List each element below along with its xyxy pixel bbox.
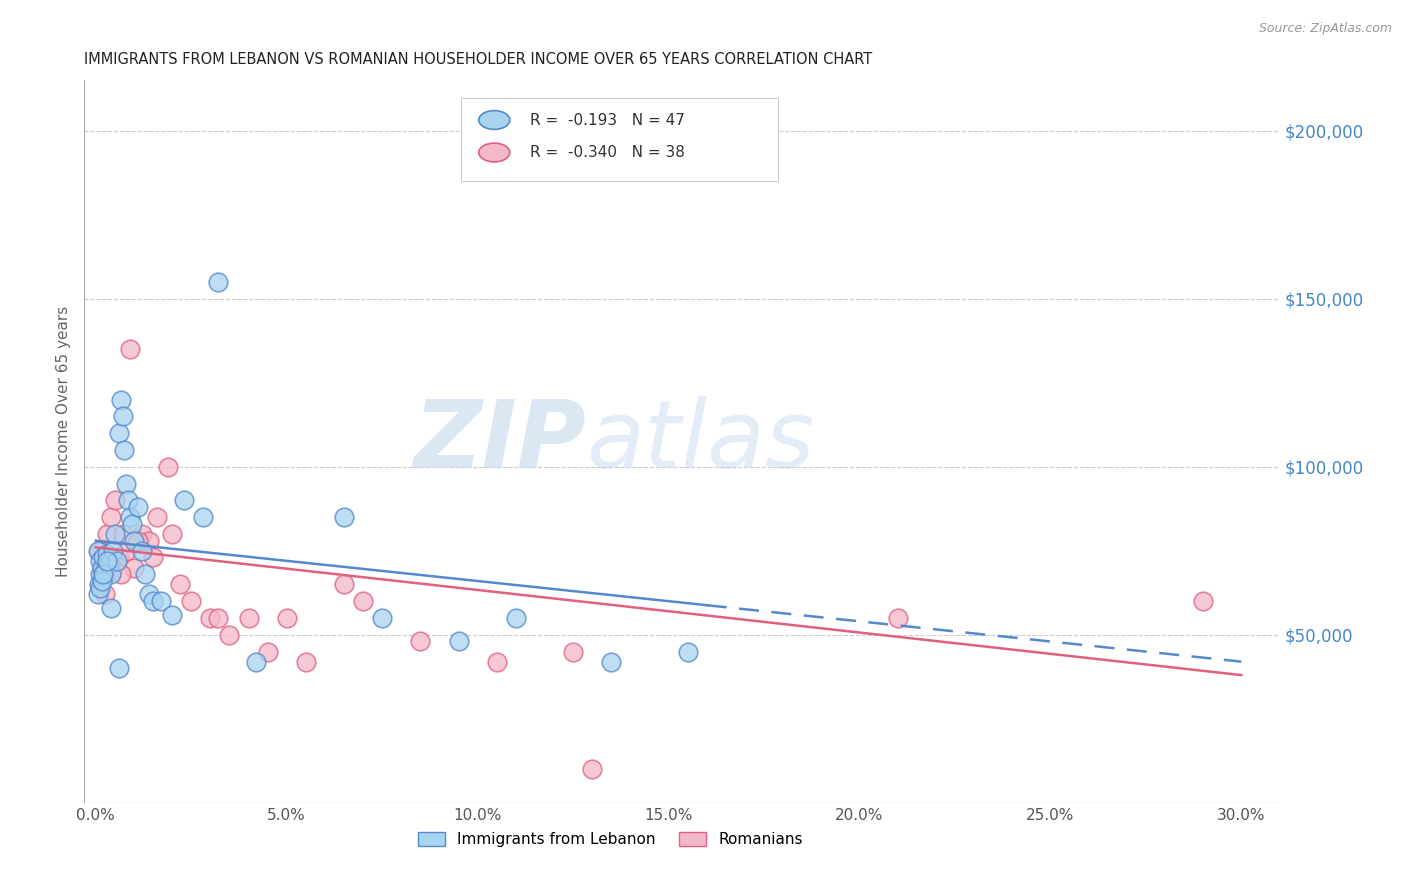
- Point: [107, 550, 129, 565]
- Point: [562, 644, 585, 658]
- Point: [142, 550, 165, 565]
- Point: [90, 567, 112, 582]
- Point: [121, 516, 143, 531]
- Point: [245, 655, 267, 669]
- Point: [676, 644, 699, 658]
- Point: [91, 571, 114, 585]
- Point: [94, 587, 117, 601]
- Point: [89, 554, 111, 568]
- Point: [94, 564, 117, 578]
- Point: [115, 476, 138, 491]
- Point: [122, 560, 145, 574]
- Point: [115, 543, 138, 558]
- Point: [142, 594, 165, 608]
- Point: [93, 554, 115, 568]
- Point: [886, 611, 908, 625]
- Point: [87, 577, 110, 591]
- Point: [87, 543, 110, 558]
- Point: [169, 577, 191, 591]
- Point: [87, 587, 110, 601]
- Point: [120, 342, 142, 356]
- Point: [409, 634, 432, 648]
- Point: [207, 275, 229, 289]
- Point: [98, 558, 121, 572]
- Point: [117, 493, 139, 508]
- Point: [96, 547, 118, 561]
- Text: atlas: atlas: [586, 396, 814, 487]
- Point: [131, 543, 153, 558]
- Point: [371, 611, 394, 625]
- Point: [333, 510, 356, 524]
- Point: [333, 577, 356, 591]
- Point: [160, 527, 183, 541]
- Point: [146, 510, 169, 524]
- Point: [295, 655, 318, 669]
- Point: [104, 527, 127, 541]
- Point: [131, 527, 153, 541]
- Point: [101, 560, 124, 574]
- Point: [93, 550, 115, 565]
- Point: [101, 543, 124, 558]
- Point: [111, 409, 134, 424]
- Point: [120, 510, 142, 524]
- Text: IMMIGRANTS FROM LEBANON VS ROMANIAN HOUSEHOLDER INCOME OVER 65 YEARS CORRELATION: IMMIGRANTS FROM LEBANON VS ROMANIAN HOUS…: [84, 52, 873, 67]
- Point: [276, 611, 298, 625]
- Circle shape: [479, 111, 510, 129]
- Point: [114, 442, 136, 457]
- Point: [238, 611, 260, 625]
- Point: [110, 392, 132, 407]
- Point: [93, 567, 115, 582]
- Y-axis label: Householder Income Over 65 years: Householder Income Over 65 years: [56, 306, 72, 577]
- Point: [111, 527, 134, 541]
- Point: [180, 594, 202, 608]
- Circle shape: [479, 143, 510, 162]
- Point: [218, 628, 240, 642]
- Point: [96, 527, 118, 541]
- Point: [90, 560, 112, 574]
- Text: R =  -0.340   N = 38: R = -0.340 N = 38: [530, 145, 685, 160]
- Point: [107, 661, 129, 675]
- Point: [352, 594, 374, 608]
- Point: [447, 634, 470, 648]
- Point: [157, 459, 180, 474]
- Point: [87, 543, 110, 558]
- Point: [107, 426, 129, 441]
- Point: [600, 655, 623, 669]
- Point: [105, 554, 128, 568]
- Point: [104, 493, 127, 508]
- Point: [122, 533, 145, 548]
- Point: [1192, 594, 1215, 608]
- Point: [149, 594, 172, 608]
- Point: [100, 600, 122, 615]
- Point: [173, 493, 195, 508]
- Point: [191, 510, 214, 524]
- Text: Source: ZipAtlas.com: Source: ZipAtlas.com: [1258, 22, 1392, 36]
- Text: R =  -0.193   N = 47: R = -0.193 N = 47: [530, 112, 685, 128]
- Point: [256, 644, 278, 658]
- Point: [100, 510, 122, 524]
- Point: [127, 533, 149, 548]
- Point: [207, 611, 229, 625]
- Point: [160, 607, 183, 622]
- Point: [200, 611, 222, 625]
- Point: [138, 533, 160, 548]
- Legend: Immigrants from Lebanon, Romanians: Immigrants from Lebanon, Romanians: [412, 826, 808, 854]
- FancyBboxPatch shape: [461, 98, 778, 181]
- Point: [96, 554, 118, 568]
- Text: ZIP: ZIP: [413, 395, 586, 488]
- Point: [90, 574, 112, 588]
- Point: [127, 500, 149, 514]
- Point: [138, 587, 160, 601]
- Point: [89, 567, 111, 582]
- Point: [581, 762, 603, 776]
- Point: [134, 567, 156, 582]
- Point: [110, 567, 132, 582]
- Point: [89, 581, 111, 595]
- Point: [100, 567, 122, 582]
- Point: [505, 611, 527, 625]
- Point: [485, 655, 508, 669]
